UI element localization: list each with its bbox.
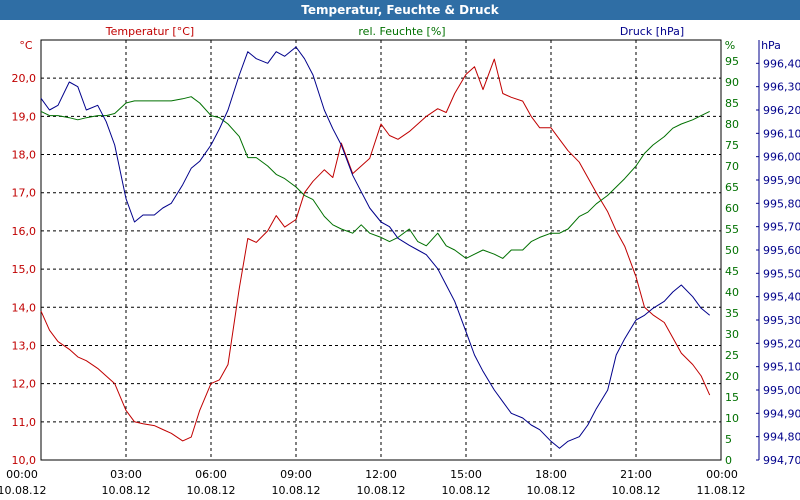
humidity-tick-label: 70 [725, 160, 739, 173]
pressure-tick-label: 996,20 [763, 104, 800, 117]
temp-tick-label: 12,0 [12, 378, 37, 391]
humidity-tick-label: 0 [725, 454, 732, 467]
pressure-tick-label: 996,40 [763, 57, 800, 70]
humidity-tick-label: 55 [725, 223, 739, 236]
temp-tick-label: 18,0 [12, 149, 37, 162]
series-line-temperature [40, 58, 711, 442]
chart-title: Temperatur, Feuchte & Druck [0, 0, 800, 20]
x-tick-date: 11.08.12 [697, 484, 746, 497]
pressure-tick-label: 995,70 [763, 221, 800, 234]
x-tick-time: 03:00 [110, 468, 142, 481]
pressure-tick-label: 995,00 [763, 384, 800, 397]
x-tick-date: 10.08.12 [442, 484, 491, 497]
x-tick-time: 21:00 [620, 468, 652, 481]
humidity-tick-label: 50 [725, 244, 739, 257]
humidity-tick-label: 95 [725, 55, 739, 68]
pressure-tick-label: 994,80 [763, 431, 800, 444]
pressure-tick-label: 994,90 [763, 407, 800, 420]
x-tick-time: 12:00 [365, 468, 397, 481]
pressure-tick-label: 995,60 [763, 244, 800, 257]
series-line-humidity [40, 96, 710, 259]
temp-tick-label: 13,0 [12, 339, 37, 352]
x-tick-date: 10.08.12 [0, 484, 46, 497]
pressure-tick-label: 995,90 [763, 174, 800, 187]
humidity-tick-label: 65 [725, 181, 739, 194]
humidity-tick-label: 20 [725, 370, 739, 383]
temp-tick-label: 16,0 [12, 225, 37, 238]
humidity-axis-label: rel. Feuchte [%] [358, 25, 445, 38]
pressure-tick-label: 996,30 [763, 81, 800, 94]
pressure-tick-label: 995,50 [763, 267, 800, 280]
humidity-tick-label: 30 [725, 328, 739, 341]
pressure-tick-label: 995,40 [763, 291, 800, 304]
temp-axis-label: Temperatur [°C] [105, 25, 194, 38]
x-tick-time: 18:00 [535, 468, 567, 481]
humidity-unit-label: % [725, 39, 735, 52]
temp-tick-label: 10,0 [12, 454, 37, 467]
humidity-tick-label: 90 [725, 76, 739, 89]
temp-tick-label: 14,0 [12, 301, 37, 314]
x-tick-date: 10.08.12 [102, 484, 151, 497]
humidity-tick-label: 60 [725, 202, 739, 215]
pressure-unit-label: hPa [761, 39, 781, 52]
x-tick-date: 10.08.12 [612, 484, 661, 497]
temp-tick-label: 11,0 [12, 416, 37, 429]
pressure-tick-label: 995,80 [763, 197, 800, 210]
pressure-tick-label: 996,00 [763, 151, 800, 164]
pressure-tick-label: 995,30 [763, 314, 800, 327]
temp-unit-label: °C [19, 39, 33, 52]
x-tick-time: 00:00 [706, 468, 738, 481]
x-tick-time: 06:00 [195, 468, 227, 481]
x-tick-time: 00:00 [6, 468, 38, 481]
x-tick-date: 10.08.12 [187, 484, 236, 497]
temp-tick-label: 15,0 [12, 263, 37, 276]
pressure-tick-label: 995,20 [763, 337, 800, 350]
pressure-axis-label: Druck [hPa] [620, 25, 684, 38]
humidity-tick-label: 25 [725, 349, 739, 362]
x-tick-time: 09:00 [280, 468, 312, 481]
humidity-tick-label: 75 [725, 139, 739, 152]
humidity-tick-label: 85 [725, 97, 739, 110]
pressure-tick-label: 994,70 [763, 454, 800, 467]
x-tick-time: 15:00 [450, 468, 482, 481]
series-line-pressure [40, 46, 711, 449]
humidity-tick-label: 5 [725, 433, 732, 446]
humidity-tick-label: 80 [725, 118, 739, 131]
humidity-tick-label: 35 [725, 307, 739, 320]
humidity-tick-label: 15 [725, 391, 739, 404]
x-tick-date: 10.08.12 [272, 484, 321, 497]
humidity-tick-label: 40 [725, 286, 739, 299]
temp-tick-label: 19,0 [12, 110, 37, 123]
temp-tick-label: 17,0 [12, 187, 37, 200]
x-tick-date: 10.08.12 [357, 484, 406, 497]
humidity-tick-label: 10 [725, 412, 739, 425]
x-tick-date: 10.08.12 [527, 484, 576, 497]
pressure-tick-label: 996,10 [763, 127, 800, 140]
chart-canvas: °C Temperatur [°C] rel. Feuchte [%] Druc… [0, 25, 800, 497]
pressure-tick-label: 995,10 [763, 361, 800, 374]
temp-tick-label: 20,0 [12, 72, 37, 85]
humidity-tick-label: 45 [725, 265, 739, 278]
